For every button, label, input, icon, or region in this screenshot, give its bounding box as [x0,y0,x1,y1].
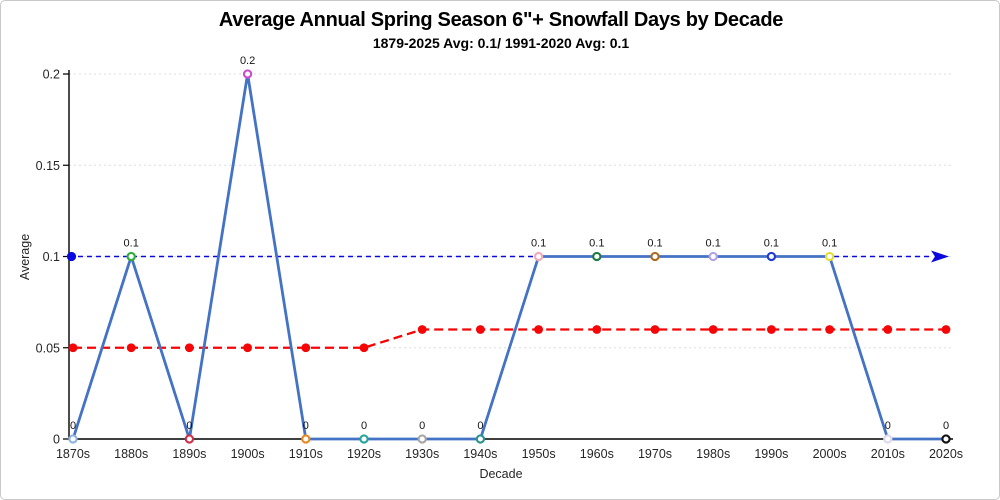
trend-point [359,343,369,353]
reference-arrow-icon [931,250,949,263]
chart-title: Average Annual Spring Season 6"+ Snowfal… [219,9,783,31]
data-label: 0 [361,420,367,432]
data-label: 0.1 [531,238,546,250]
series-line [71,72,948,441]
data-point [533,251,544,262]
trend-point [301,343,311,353]
x-tick-label: 1900s [231,447,265,461]
data-label: 0.1 [764,238,779,250]
x-tick-label: 1980s [696,447,730,461]
trend-point [825,325,834,334]
x-tick-label: 1890s [172,447,206,461]
y-tick-label: 0.2 [43,68,60,82]
x-tick-label: 1970s [638,447,672,461]
trend-point [941,325,951,334]
x-tick-label: 1920s [347,447,381,461]
data-point [417,434,427,444]
data-point [883,434,893,444]
data-label: 0.1 [822,238,837,250]
x-tick-label: 1870s [56,447,90,461]
data-point [242,69,253,79]
trend-point [417,325,427,334]
data-label: 0 [477,420,483,432]
y-tick-label: 0.15 [36,159,60,173]
trend-point [592,325,602,334]
data-point [766,251,777,262]
y-tick-label: 0.1 [43,250,60,264]
trend-point [883,325,893,334]
x-tick-label: 1940s [463,447,497,461]
data-label: 0.1 [589,238,604,250]
y-tick-label: 0.05 [36,341,60,355]
data-label: 0 [943,420,949,432]
data-label: 0 [303,420,309,432]
x-tick-label: 1950s [522,447,556,461]
trend-point [243,343,253,353]
trend-point [476,325,485,334]
data-label: 0 [70,420,76,432]
plot-area: 0 0.05 0.1 0.15 0.2 1870s 1880s 1890s 1900s 1910s… [36,55,963,461]
x-tick-label: 2000s [813,447,847,461]
trend-point [650,325,660,334]
data-label: 0 [419,420,425,432]
data-point [650,251,660,262]
data-label: 0 [885,420,891,432]
data-label: 0.1 [706,238,721,250]
data-point [68,434,78,444]
y-axis-title: Average [18,234,32,280]
data-point [941,434,951,444]
data-point [301,434,311,444]
x-tick-label: 1910s [289,447,323,461]
x-tick-label: 1990s [754,447,788,461]
data-label: 0 [186,420,192,432]
x-tick-label: 2020s [929,447,963,461]
data-label: 0.1 [124,238,139,250]
data-point [184,434,195,444]
y-tick-label: 0 [53,433,60,447]
data-point [824,251,835,262]
data-point [475,434,486,444]
data-point [359,434,369,444]
data-point [126,251,136,262]
trend-point [767,325,776,334]
trend-line [73,328,946,349]
data-point [708,251,718,262]
trend-point [68,343,78,353]
x-axis-title: Decade [479,467,522,481]
trend-point [534,325,543,334]
trend-point [126,343,136,353]
data-label: 0.2 [240,55,255,67]
chart-subtitle: 1879-2025 Avg: 0.1/ 1991-2020 Avg: 0.1 [373,35,630,51]
reference-start-point [66,251,77,262]
trend-point [708,325,718,334]
data-point [592,251,602,262]
data-label: 0.1 [647,238,662,250]
x-tick-label: 1930s [405,447,439,461]
trend-point [185,343,194,353]
x-tick-label: 1960s [580,447,614,461]
x-tick-label: 2010s [871,447,905,461]
x-tick-label: 1880s [114,447,148,461]
